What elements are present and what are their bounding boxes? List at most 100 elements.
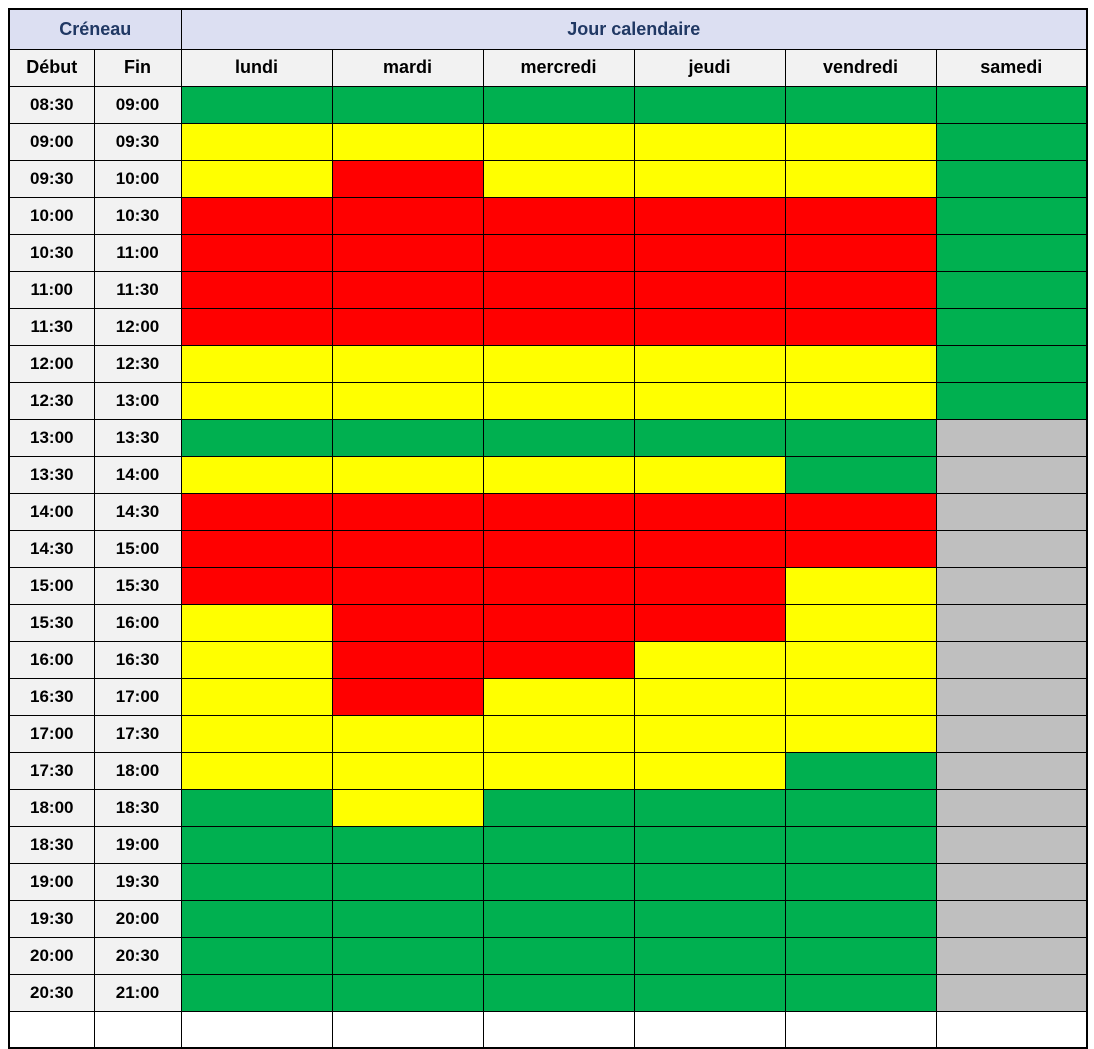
slot-samedi-15:00 [935, 566, 1088, 605]
fin-cell: 19:00 [93, 825, 182, 864]
slot-lundi-20:00 [180, 936, 333, 975]
debut-column-header: Début [8, 48, 95, 87]
stub-cell [93, 1010, 182, 1049]
slot-vendredi-17:00 [784, 714, 937, 753]
slot-mercredi-20:00 [482, 936, 635, 975]
slot-mardi-18:00 [331, 788, 484, 827]
slot-vendredi-16:00 [784, 640, 937, 679]
fin-cell: 17:30 [93, 714, 182, 753]
slot-mardi-12:00 [331, 344, 484, 383]
slot-vendredi-15:30 [784, 603, 937, 642]
fin-cell: 13:30 [93, 418, 182, 457]
slot-samedi-15:30 [935, 603, 1088, 642]
slot-jeudi-10:00 [633, 196, 786, 235]
slot-lundi-20:30 [180, 973, 333, 1012]
fin-cell: 21:00 [93, 973, 182, 1012]
slot-jeudi-13:00 [633, 418, 786, 457]
slot-samedi-14:30 [935, 529, 1088, 568]
fin-cell: 10:00 [93, 159, 182, 198]
slot-mercredi-11:00 [482, 270, 635, 309]
stub-cell [331, 1010, 484, 1049]
table-row: 11:30 12:00 [8, 307, 1088, 346]
slot-jeudi-12:00 [633, 344, 786, 383]
slot-lundi-18:30 [180, 825, 333, 864]
debut-cell: 12:00 [8, 344, 95, 383]
fin-cell: 09:00 [93, 85, 182, 124]
slot-lundi-15:30 [180, 603, 333, 642]
slot-vendredi-09:00 [784, 122, 937, 161]
table-row: 12:00 12:30 [8, 344, 1088, 383]
debut-cell: 15:30 [8, 603, 95, 642]
slot-mercredi-12:00 [482, 344, 635, 383]
slot-vendredi-19:00 [784, 862, 937, 901]
slot-lundi-10:00 [180, 196, 333, 235]
debut-cell: 11:30 [8, 307, 95, 346]
creneau-header: Créneau [8, 8, 182, 50]
slot-samedi-12:00 [935, 344, 1088, 383]
slot-vendredi-20:00 [784, 936, 937, 975]
slot-mercredi-11:30 [482, 307, 635, 346]
debut-cell: 19:30 [8, 899, 95, 938]
slot-lundi-11:30 [180, 307, 333, 346]
slot-jeudi-14:30 [633, 529, 786, 568]
debut-cell: 10:00 [8, 196, 95, 235]
slot-jeudi-20:00 [633, 936, 786, 975]
slot-samedi-16:30 [935, 677, 1088, 716]
day-header-vendredi: vendredi [784, 48, 937, 87]
slot-samedi-10:30 [935, 233, 1088, 272]
slot-lundi-09:00 [180, 122, 333, 161]
slot-mercredi-13:00 [482, 418, 635, 457]
slot-lundi-13:00 [180, 418, 333, 457]
fin-cell: 14:00 [93, 455, 182, 494]
slot-mercredi-16:00 [482, 640, 635, 679]
slot-vendredi-17:30 [784, 751, 937, 790]
slot-mercredi-19:00 [482, 862, 635, 901]
slot-vendredi-20:30 [784, 973, 937, 1012]
table-row: 15:00 15:30 [8, 566, 1088, 605]
fin-cell: 16:30 [93, 640, 182, 679]
column-header-row: Début Fin lundi mardi mercredi jeudi ven… [8, 48, 1088, 87]
fin-cell: 09:30 [93, 122, 182, 161]
slot-samedi-20:00 [935, 936, 1088, 975]
slot-mardi-15:00 [331, 566, 484, 605]
fin-cell: 11:30 [93, 270, 182, 309]
debut-cell: 13:00 [8, 418, 95, 457]
table-row: 12:30 13:00 [8, 381, 1088, 420]
slot-jeudi-11:00 [633, 270, 786, 309]
slot-vendredi-12:30 [784, 381, 937, 420]
fin-cell: 18:30 [93, 788, 182, 827]
slot-mercredi-08:30 [482, 85, 635, 124]
table-row: 08:30 09:00 [8, 85, 1088, 124]
slot-jeudi-20:30 [633, 973, 786, 1012]
slot-samedi-18:00 [935, 788, 1088, 827]
slot-jeudi-10:30 [633, 233, 786, 272]
slot-samedi-13:30 [935, 455, 1088, 494]
slot-vendredi-14:30 [784, 529, 937, 568]
table-row: 15:30 16:00 [8, 603, 1088, 642]
jour-calendaire-header: Jour calendaire [180, 8, 1088, 50]
fin-cell: 10:30 [93, 196, 182, 235]
slot-samedi-14:00 [935, 492, 1088, 531]
debut-cell: 20:00 [8, 936, 95, 975]
debut-cell: 15:00 [8, 566, 95, 605]
slot-vendredi-13:30 [784, 455, 937, 494]
slot-mercredi-14:30 [482, 529, 635, 568]
slot-mardi-14:00 [331, 492, 484, 531]
slot-lundi-17:30 [180, 751, 333, 790]
slot-jeudi-11:30 [633, 307, 786, 346]
slot-vendredi-13:00 [784, 418, 937, 457]
day-header-mardi: mardi [331, 48, 484, 87]
slot-mardi-17:00 [331, 714, 484, 753]
slot-jeudi-17:00 [633, 714, 786, 753]
day-header-samedi: samedi [935, 48, 1088, 87]
fin-cell: 19:30 [93, 862, 182, 901]
debut-cell: 12:30 [8, 381, 95, 420]
debut-cell: 09:30 [8, 159, 95, 198]
cropped-bottom-row-body [8, 1010, 1088, 1049]
slot-mercredi-15:30 [482, 603, 635, 642]
slot-mercredi-14:00 [482, 492, 635, 531]
slot-samedi-12:30 [935, 381, 1088, 420]
table-row: 13:00 13:30 [8, 418, 1088, 457]
slot-lundi-16:30 [180, 677, 333, 716]
debut-cell: 16:00 [8, 640, 95, 679]
